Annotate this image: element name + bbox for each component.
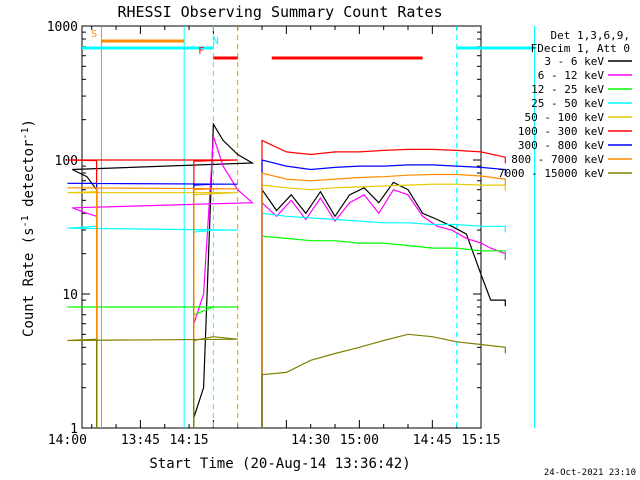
series-line <box>261 183 506 428</box>
series-line <box>261 235 506 428</box>
legend-entry: 12 - 25 keV <box>531 83 604 96</box>
series-line <box>261 188 506 428</box>
legend-entry: 300 - 800 keV <box>518 139 604 152</box>
mode-bar-label: N <box>213 36 219 47</box>
mode-bar-label: S <box>91 29 97 40</box>
x-tick-label: 14:15 <box>169 433 208 448</box>
series-line <box>261 212 506 428</box>
series-line <box>67 159 238 428</box>
series-line <box>67 306 238 428</box>
x-tick-label: 15:00 <box>340 433 379 448</box>
x-tick-label: 14:45 <box>413 433 452 448</box>
series-line <box>67 187 238 428</box>
y-axis-label: Count Rate (s-1 detector-1) <box>20 119 37 337</box>
legend-entry: 6 - 12 keV <box>538 69 605 82</box>
series-line <box>67 336 238 428</box>
legend-header: FDecim 1, Att 0 <box>531 42 630 55</box>
series-line <box>67 182 238 428</box>
series-line <box>261 333 506 428</box>
legend-entry: 7000 - 15000 keV <box>498 167 604 180</box>
series-line <box>67 225 238 428</box>
legend-entry: 3 - 6 keV <box>544 55 604 68</box>
mode-bar-label: F <box>198 46 204 57</box>
series-line <box>72 122 255 428</box>
timestamp: 24-Oct-2021 23:10 <box>544 468 636 478</box>
x-axis-label: Start Time (20-Aug-14 13:36:42) <box>149 456 410 472</box>
x-tick-label: 15:15 <box>461 433 500 448</box>
legend-header: Det 1,3,6,9, <box>551 29 630 42</box>
x-tick-label: 13:45 <box>121 433 160 448</box>
y-tick-label: 100 <box>55 154 78 169</box>
series-line <box>261 181 506 428</box>
series-line <box>72 136 254 428</box>
y-tick-label: 1000 <box>47 20 78 35</box>
plot-area: 1 10 100 1000 13:45 14:00 14:15 14:30 14:45 15:00… <box>47 20 536 448</box>
plot-frame <box>81 25 482 429</box>
x-tick-label: 14:30 <box>291 433 330 448</box>
legend-entry: 100 - 300 keV <box>518 125 604 138</box>
series-line <box>67 191 238 428</box>
y-tick-label: 1 <box>70 422 78 437</box>
legend-entry: 25 - 50 keV <box>531 97 604 110</box>
chart-title: RHESSI Observing Summary Count Rates <box>117 3 442 21</box>
x-tick-label: 14:00 <box>48 433 87 448</box>
legend-entry: 50 - 100 keV <box>525 111 605 124</box>
series-line <box>261 139 506 428</box>
series-line <box>261 172 506 428</box>
y-tick-label: 10 <box>62 288 78 303</box>
legend-entry: 800 - 7000 keV <box>511 153 604 166</box>
series-line <box>261 159 506 428</box>
